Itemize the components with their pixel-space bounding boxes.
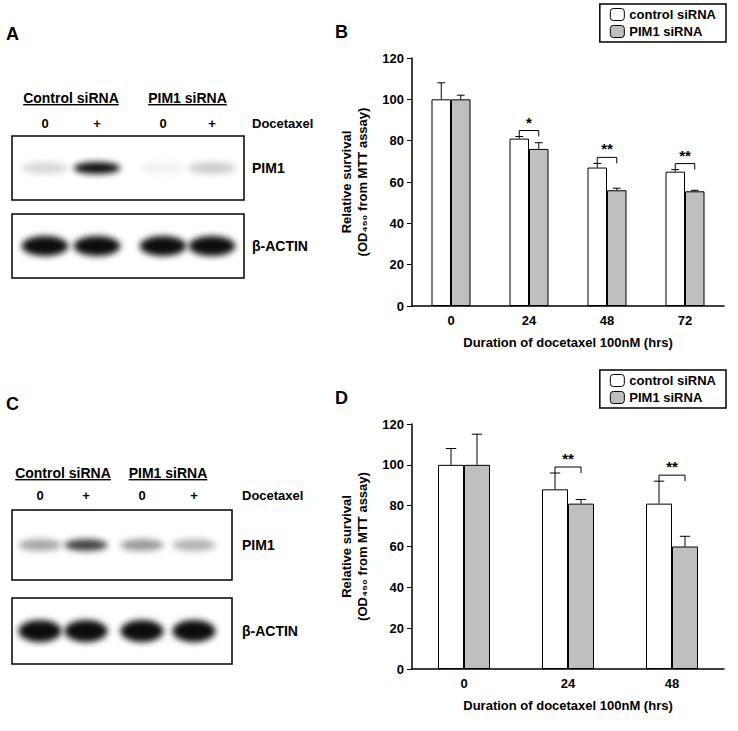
svg-text:PIM1 siRNA: PIM1 siRNA	[129, 465, 208, 481]
svg-text:0: 0	[397, 662, 404, 677]
svg-text:60: 60	[390, 175, 404, 190]
svg-text:0: 0	[36, 488, 43, 503]
svg-text:β-ACTIN: β-ACTIN	[242, 623, 298, 639]
svg-text:+: +	[208, 116, 216, 131]
svg-text:(OD₄₅₀ from MTT assay): (OD₄₅₀ from MTT assay)	[355, 108, 370, 257]
svg-text:PIM1 siRNA: PIM1 siRNA	[148, 90, 227, 106]
svg-text:0: 0	[447, 313, 454, 328]
svg-text:0: 0	[138, 488, 145, 503]
svg-text:D: D	[335, 388, 348, 408]
svg-text:24: 24	[561, 676, 576, 691]
svg-text:20: 20	[390, 257, 404, 272]
svg-text:B: B	[335, 22, 348, 42]
svg-text:PIM1 siRNA: PIM1 siRNA	[629, 390, 703, 405]
svg-text:0: 0	[41, 116, 48, 131]
svg-text:100: 100	[382, 457, 404, 472]
svg-text:**: **	[562, 450, 574, 467]
svg-text:0: 0	[397, 299, 404, 314]
svg-text:100: 100	[382, 92, 404, 107]
svg-text:Docetaxel: Docetaxel	[242, 488, 303, 503]
svg-text:Docetaxel: Docetaxel	[252, 116, 313, 131]
svg-text:0: 0	[159, 116, 166, 131]
svg-text:+: +	[93, 116, 101, 131]
svg-text:60: 60	[390, 539, 404, 554]
svg-text:**: **	[601, 140, 613, 157]
svg-text:**: **	[666, 458, 678, 475]
svg-text:Relative survival: Relative survival	[339, 495, 354, 598]
svg-text:*: *	[526, 114, 532, 131]
svg-text:control siRNA: control siRNA	[629, 7, 716, 22]
svg-text:80: 80	[390, 498, 404, 513]
svg-text:A: A	[6, 24, 19, 44]
svg-text:Duration of docetaxel 100nM (h: Duration of docetaxel 100nM (hrs)	[463, 335, 672, 350]
svg-text:PIM1: PIM1	[242, 537, 275, 553]
svg-text:48: 48	[600, 313, 614, 328]
svg-text:control siRNA: control siRNA	[629, 373, 716, 388]
svg-text:20: 20	[390, 621, 404, 636]
svg-text:PIM1 siRNA: PIM1 siRNA	[629, 24, 703, 39]
svg-text:48: 48	[665, 676, 679, 691]
svg-text:40: 40	[390, 216, 404, 231]
svg-text:Relative survival: Relative survival	[339, 131, 354, 234]
svg-text:40: 40	[390, 580, 404, 595]
svg-text:24: 24	[522, 313, 537, 328]
svg-text:C: C	[6, 394, 19, 414]
svg-text:PIM1: PIM1	[252, 160, 285, 176]
svg-text:0: 0	[460, 676, 467, 691]
svg-text:(OD₄₅₀ from MTT assay): (OD₄₅₀ from MTT assay)	[355, 472, 370, 621]
svg-text:120: 120	[382, 417, 404, 432]
svg-text:Control siRNA: Control siRNA	[15, 465, 111, 481]
svg-text:120: 120	[382, 51, 404, 66]
svg-text:80: 80	[390, 133, 404, 148]
svg-text:Duration of docetaxel 100nM (h: Duration of docetaxel 100nM (hrs)	[463, 698, 672, 713]
svg-text:**: **	[679, 147, 691, 164]
svg-text:+: +	[82, 488, 90, 503]
svg-text:+: +	[190, 488, 198, 503]
svg-text:Control siRNA: Control siRNA	[23, 90, 119, 106]
svg-text:β-ACTIN: β-ACTIN	[252, 238, 308, 254]
svg-text:72: 72	[678, 313, 692, 328]
